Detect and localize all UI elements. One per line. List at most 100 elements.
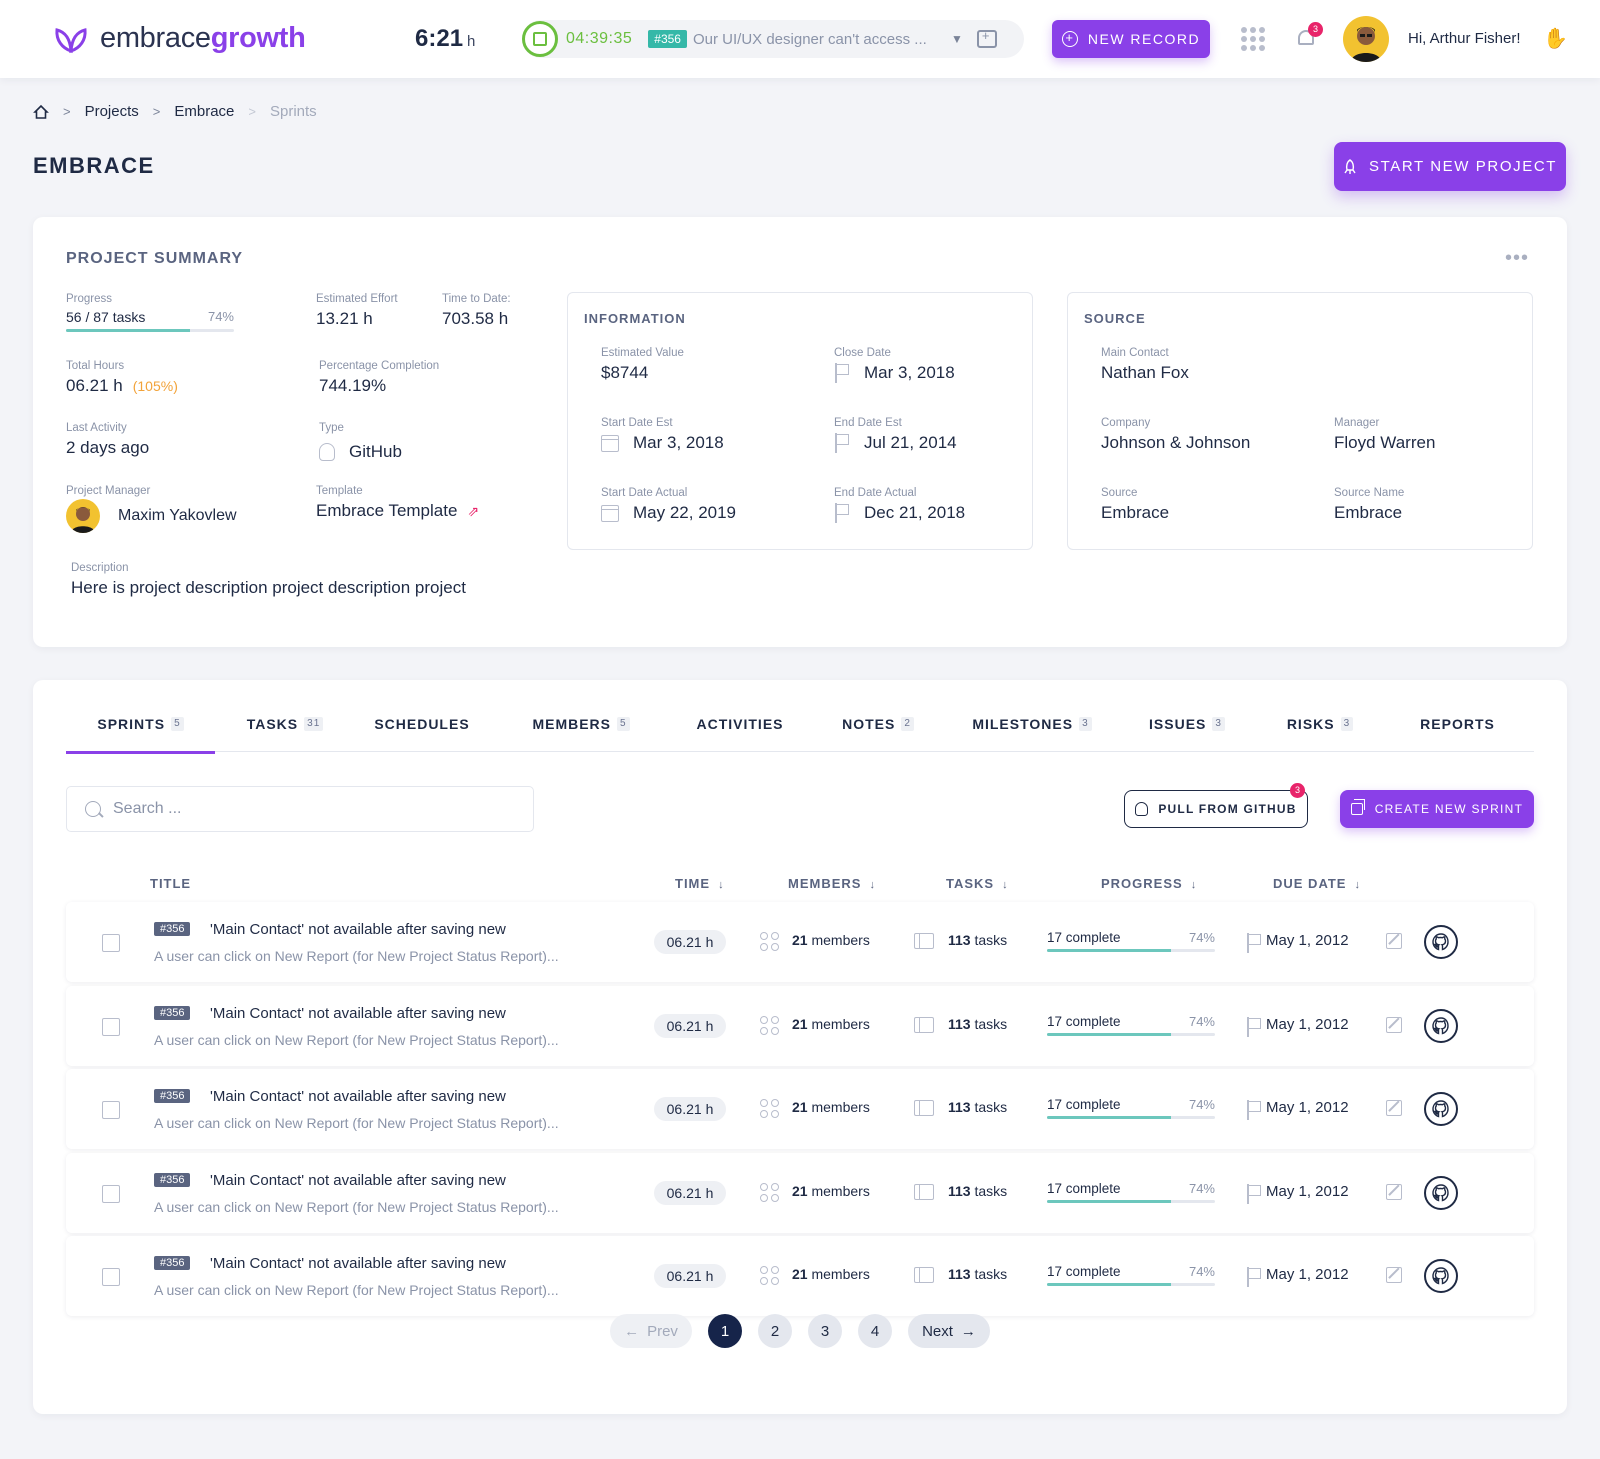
edit-icon[interactable]	[1386, 1016, 1402, 1033]
members-icon	[760, 1015, 779, 1035]
more-options-icon[interactable]: •••	[1504, 247, 1529, 269]
tab-notes[interactable]: NOTES 2	[807, 716, 949, 752]
sprint-title[interactable]: 'Main Contact' not available after savin…	[210, 921, 506, 938]
timer-stop-button[interactable]	[522, 21, 558, 57]
row-checkbox[interactable]	[102, 934, 120, 952]
col-members[interactable]: MEMBERS ↓	[788, 876, 876, 891]
new-record-button[interactable]: + NEW RECORD	[1052, 20, 1210, 58]
template-link[interactable]: Embrace Template	[316, 501, 458, 520]
col-due-date[interactable]: DUE DATE ↓	[1273, 876, 1361, 891]
tab-members[interactable]: MEMBERS 5	[489, 716, 673, 752]
logo-wordmark: embracegrowth	[100, 22, 306, 54]
project-template: Template Embrace Template ⇗	[316, 485, 480, 520]
timer-task-title[interactable]: Our UI/UX designer can't access ...	[692, 30, 927, 48]
col-progress[interactable]: PROGRESS ↓	[1101, 876, 1198, 891]
sprint-row[interactable]: #356 'Main Contact' not available after …	[66, 1236, 1534, 1316]
user-avatar[interactable]	[1343, 16, 1389, 62]
sprint-title[interactable]: 'Main Contact' not available after savin…	[210, 1004, 506, 1022]
project-manager-avatar[interactable]	[66, 499, 100, 533]
edit-icon[interactable]	[1386, 1267, 1402, 1283]
tab-milestones[interactable]: MILESTONES 3	[949, 716, 1115, 752]
project-summary-title: PROJECT SUMMARY	[66, 250, 244, 267]
breadcrumb: > Projects > Embrace > Sprints	[33, 103, 317, 120]
row-checkbox[interactable]	[102, 1101, 120, 1119]
tab-sprints[interactable]: SPRINTS 5	[66, 716, 215, 754]
tab-activities[interactable]: ACTIVITIES	[696, 716, 784, 732]
sprint-description: A user can click on New Report (for New …	[154, 1115, 559, 1131]
search-input[interactable]	[113, 800, 493, 818]
sprints-card: SPRINTS 5 TASKS 31 SCHEDULES MEMBERS 5 ACTI…	[33, 680, 1567, 1414]
external-link-icon[interactable]: ⇗	[467, 502, 480, 519]
sprint-id-tag: #356	[154, 1172, 191, 1187]
flag-icon	[1246, 1100, 1262, 1120]
col-time[interactable]: TIME ↓	[675, 876, 725, 891]
app-logo[interactable]: embracegrowth	[52, 22, 306, 55]
row-checkbox[interactable]	[102, 1268, 120, 1286]
sprint-progress: 17 complete 74%	[1047, 1014, 1215, 1036]
pull-from-github-button[interactable]: PULL FROM GITHUB 3	[1124, 783, 1308, 828]
arrow-right-icon: →	[960, 1322, 976, 1340]
estimated-effort: Estimated Effort 13.21 h	[316, 293, 398, 328]
page-4[interactable]: 4	[858, 1314, 892, 1348]
edit-icon[interactable]	[1386, 1100, 1402, 1116]
active-timer: 04:39:35 #356 Our UI/UX designer can't a…	[522, 20, 1024, 58]
home-icon[interactable]	[33, 104, 49, 120]
project-manager-name[interactable]: Maxim Yakovlew	[118, 507, 237, 524]
tab-reports[interactable]: REPORTS	[1420, 716, 1495, 732]
sprint-tasks: 113 tasks	[948, 1266, 1008, 1282]
page-3[interactable]: 3	[808, 1314, 842, 1348]
manager: Manager Floyd Warren	[1334, 417, 1436, 452]
bell-icon[interactable]: 3	[1296, 22, 1323, 48]
tab-schedules[interactable]: SCHEDULES	[374, 716, 470, 732]
information-box: INFORMATION Estimated Value $8744 Close …	[567, 292, 1033, 550]
page-1[interactable]: 1	[708, 1314, 742, 1348]
github-icon[interactable]	[1424, 1092, 1458, 1126]
col-tasks[interactable]: TASKS ↓	[946, 876, 1009, 891]
col-title[interactable]: TITLE	[150, 876, 192, 891]
github-icon[interactable]	[1424, 925, 1458, 959]
sprint-progress-bar	[1047, 1283, 1215, 1286]
edit-icon[interactable]	[1386, 933, 1402, 949]
sort-arrow-icon: ↓	[1354, 879, 1361, 891]
sprint-progress: 17 complete 74%	[1047, 1181, 1215, 1203]
start-date-est: Start Date Est Mar 3, 2018	[601, 417, 724, 452]
add-comment-icon[interactable]	[976, 28, 997, 48]
github-icon[interactable]	[1424, 1175, 1458, 1210]
sprint-title[interactable]: 'Main Contact' not available after savin…	[210, 1088, 506, 1105]
sprint-tasks: 113 tasks	[948, 1099, 1008, 1115]
sprint-row[interactable]: #356 'Main Contact' not available after …	[66, 1069, 1534, 1149]
sprint-progress: 17 complete 74%	[1047, 930, 1215, 952]
prev-page-button[interactable]: ← Prev	[610, 1314, 692, 1348]
chevron-down-icon[interactable]: ▼	[950, 32, 963, 46]
sprint-row[interactable]: #356 'Main Contact' not available after …	[66, 1152, 1534, 1233]
chevron-right-icon: >	[248, 104, 256, 119]
breadcrumb-embrace[interactable]: Embrace	[174, 103, 235, 120]
sort-arrow-icon: ↓	[1190, 879, 1198, 891]
tasks-icon	[914, 1100, 934, 1116]
tab-tasks[interactable]: TASKS 31	[215, 716, 355, 752]
github-icon[interactable]	[1424, 1008, 1458, 1043]
sprint-title[interactable]: 'Main Contact' not available after savin…	[210, 1171, 506, 1189]
sprint-row[interactable]: #356 'Main Contact' not available after …	[66, 985, 1534, 1066]
sprint-title[interactable]: 'Main Contact' not available after savin…	[210, 1255, 506, 1272]
sprint-row[interactable]: #356 'Main Contact' not available after …	[66, 902, 1534, 982]
tab-risks[interactable]: RISKS 3	[1259, 716, 1381, 752]
start-new-project-button[interactable]: START NEW PROJECT	[1334, 142, 1566, 191]
sort-arrow-icon: ↓	[869, 879, 876, 891]
page-title: EMBRACE	[33, 153, 155, 178]
calendar-icon	[601, 504, 619, 522]
github-icon	[319, 443, 335, 461]
page-2[interactable]: 2	[758, 1314, 792, 1348]
row-checkbox[interactable]	[102, 1184, 120, 1203]
row-checkbox[interactable]	[102, 1017, 120, 1036]
tab-issues[interactable]: ISSUES 3	[1115, 716, 1259, 752]
sprint-members: 21 members	[792, 1266, 870, 1282]
next-page-button[interactable]: Next →	[908, 1314, 990, 1348]
breadcrumb-projects[interactable]: Projects	[84, 103, 139, 120]
create-new-sprint-button[interactable]: CREATE NEW SPRINT	[1340, 790, 1534, 828]
github-icon[interactable]	[1424, 1259, 1458, 1293]
main-contact: Main Contact Nathan Fox	[1101, 347, 1189, 382]
apps-grid-icon[interactable]	[1241, 27, 1265, 51]
sprint-due-date: May 1, 2012	[1266, 1099, 1349, 1116]
edit-icon[interactable]	[1386, 1183, 1402, 1200]
